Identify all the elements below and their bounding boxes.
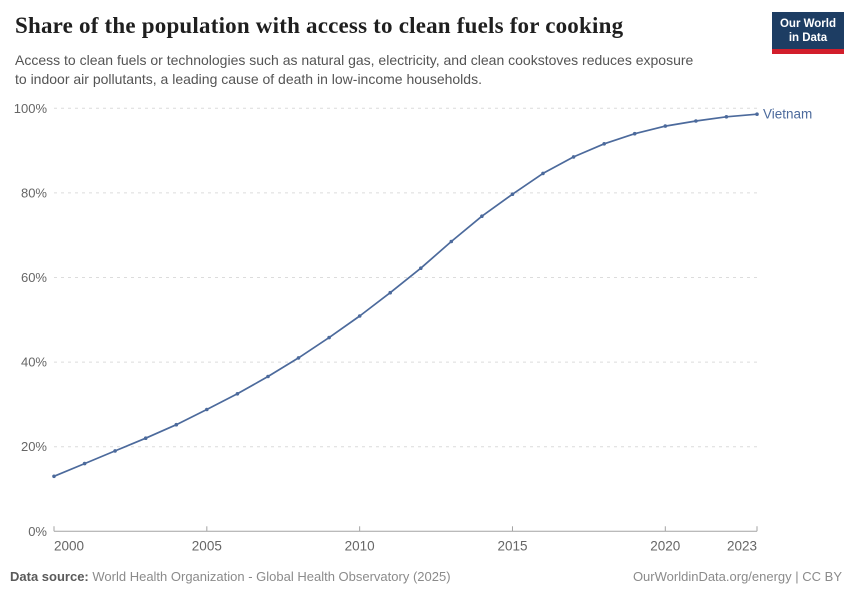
data-point-2021[interactable] [694,119,698,123]
data-point-2009[interactable] [327,335,331,340]
page-title: Share of the population with access to c… [15,13,624,38]
x-tick-label: 2000 [54,538,84,553]
data-point-2013[interactable] [449,239,454,244]
data-point-2000[interactable] [52,474,56,479]
data-point-2006[interactable] [235,392,240,396]
y-tick-label: 100% [14,101,48,116]
data-point-2023[interactable] [755,112,759,116]
x-tick-label: 2020 [650,538,680,553]
data-point-2017[interactable] [571,155,576,159]
x-tick-label: 2023 [727,538,757,553]
data-point-2011[interactable] [388,290,393,295]
data-point-2020[interactable] [663,124,668,128]
data-point-2003[interactable] [143,436,148,441]
data-point-2005[interactable] [205,407,209,412]
subtitle-line-1: Access to clean fuels or technologies su… [15,52,694,68]
data-point-2014[interactable] [480,214,484,218]
data-point-2002[interactable] [113,449,117,453]
series-line-vietnam[interactable] [53,113,758,478]
data-point-2008[interactable] [296,356,301,360]
data-source-value: World Health Organization - Global Healt… [92,569,451,584]
x-tick-label: 2010 [345,538,375,553]
data-point-2001[interactable] [82,461,87,466]
data-point-2007[interactable] [266,374,270,379]
data-point-2004[interactable] [174,422,179,427]
owid-logo: Our World in Data [771,12,844,54]
data-point-2022[interactable] [724,115,729,119]
x-tick-label: 2015 [497,538,527,553]
x-tick-label: 2005 [192,538,222,553]
entity-label-vietnam[interactable]: Vietnam [763,107,812,122]
y-tick-label: 40% [21,355,47,370]
subtitle-line-2: to indoor air pollutants, a leading caus… [15,71,482,87]
y-tick-label: 0% [28,524,47,539]
data-point-2010[interactable] [357,314,362,318]
chart-subtitle: Access to clean fuels or technologies su… [15,51,693,89]
data-point-2019[interactable] [632,131,637,136]
data-point-2015[interactable] [510,192,515,196]
data-point-2018[interactable] [602,142,606,146]
logo-line-2: in Data [788,31,828,44]
y-tick-label: 80% [21,185,47,200]
data-source: Data source: World Health Organization -… [10,569,451,584]
license-note: OurWorldinData.org/energy | CC BY [632,569,842,584]
y-tick-label: 20% [21,439,47,454]
data-point-2016[interactable] [541,171,545,176]
logo-line-1: Our World [779,18,836,30]
y-tick-label: 60% [21,270,47,285]
chart-footer: Data source: World Health Organization -… [10,569,842,584]
data-point-2012[interactable] [419,266,423,271]
data-source-label: Data source: [10,569,89,584]
